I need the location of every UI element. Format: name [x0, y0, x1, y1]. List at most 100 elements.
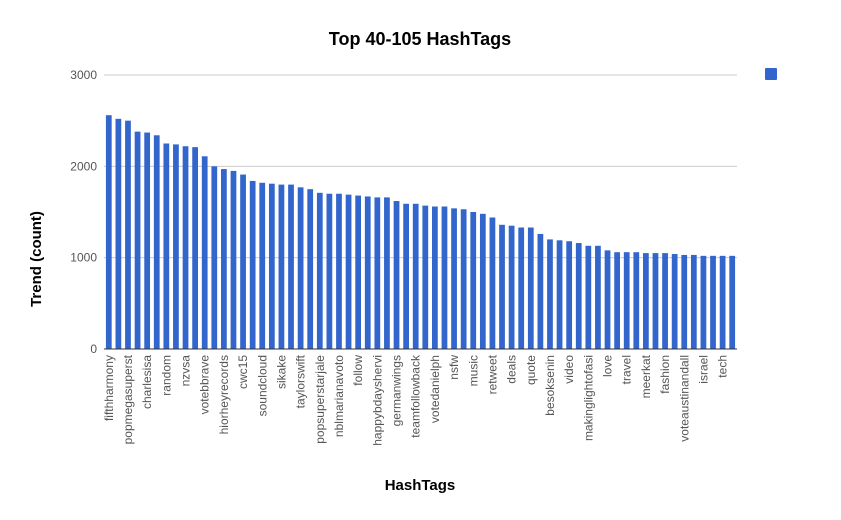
- bar: [240, 174, 246, 349]
- bar: [595, 245, 601, 349]
- bar: [700, 255, 707, 349]
- bar: [662, 253, 668, 349]
- x-axis-title: HashTags: [385, 477, 456, 494]
- x-category-label: taylorswift: [294, 354, 308, 408]
- x-category-label: music: [466, 355, 480, 386]
- bar: [690, 254, 697, 349]
- bar: [547, 239, 553, 349]
- bar: [336, 193, 342, 349]
- bar: [508, 225, 515, 349]
- bar: [681, 254, 688, 349]
- bar: [556, 240, 563, 349]
- bar: [125, 120, 131, 349]
- x-category-label: popsuperstarjale: [313, 355, 327, 444]
- bar: [115, 118, 122, 349]
- x-category-label: popmegasuperst: [121, 354, 135, 444]
- bar: [537, 233, 544, 349]
- bar: [623, 252, 630, 349]
- x-category-label: quote: [524, 355, 538, 385]
- x-category-label: cwc15: [236, 355, 250, 389]
- bar: [182, 146, 189, 349]
- bar: [652, 253, 659, 349]
- y-axis-title: Trend (count): [28, 211, 45, 307]
- x-category-label: travel: [620, 355, 634, 384]
- bar: [470, 212, 477, 349]
- x-category-label: votebbrave: [198, 355, 212, 415]
- bar: [518, 227, 525, 349]
- x-category-label: sikake: [274, 355, 288, 389]
- x-category-label: random: [159, 355, 173, 396]
- bar: [355, 195, 362, 349]
- bar: [422, 205, 429, 349]
- y-axis-ticks: 0 1000 2000 3000: [70, 68, 97, 356]
- bar: [403, 203, 409, 349]
- bar: [163, 143, 170, 349]
- bar: [412, 203, 419, 349]
- bar: [643, 253, 649, 349]
- bar: [364, 196, 371, 349]
- bar: [575, 243, 582, 349]
- x-category-label: love: [601, 355, 615, 377]
- bar: [460, 209, 467, 349]
- x-category-label: video: [562, 355, 576, 384]
- bar: [211, 166, 218, 349]
- y-tick-label: 1000: [70, 251, 97, 265]
- bar: [192, 147, 198, 349]
- x-category-label: retweet: [485, 354, 499, 394]
- x-category-label: follow: [351, 355, 365, 386]
- bar: [585, 245, 592, 349]
- y-tick-label: 2000: [70, 159, 97, 173]
- bar: [345, 194, 352, 349]
- x-category-label: tech: [716, 355, 730, 378]
- x-category-label: charlesisa: [140, 355, 154, 409]
- bar: [249, 180, 256, 349]
- bar: [729, 255, 736, 349]
- bar: [173, 144, 179, 349]
- bar: [230, 170, 237, 349]
- bar: [374, 197, 381, 349]
- x-category-label: voteaustinandall: [677, 355, 691, 442]
- x-category-label: meerkat: [639, 354, 653, 398]
- chart-title: Top 40-105 HashTags: [329, 29, 511, 49]
- bar: [566, 241, 573, 349]
- bar: [384, 197, 390, 349]
- bar: [710, 255, 716, 349]
- bar: [499, 224, 505, 349]
- bars: [105, 115, 736, 349]
- x-category-label: hiorheyrecords: [217, 355, 231, 434]
- x-category-label: nsfw: [447, 355, 461, 380]
- x-category-label: deals: [505, 355, 519, 384]
- bar: [719, 255, 726, 349]
- bar: [201, 156, 208, 349]
- bar: [671, 254, 678, 349]
- bar: [604, 250, 611, 349]
- bar: [297, 187, 304, 349]
- x-category-label: happybdayshervi: [370, 355, 384, 446]
- x-category-label: soundcloud: [255, 355, 269, 416]
- gridlines: [104, 74, 737, 259]
- bar: [441, 206, 448, 349]
- bar: [268, 183, 275, 349]
- bar: [393, 201, 400, 349]
- bar: [278, 184, 285, 349]
- x-category-label: besoksenin: [543, 355, 557, 416]
- bar: [432, 206, 438, 349]
- bar: [134, 131, 141, 349]
- x-axis-categories: fifthharmony popmegasuperst charlesisa rand…: [102, 354, 730, 446]
- bar: [221, 169, 227, 349]
- x-category-label: makinglightofasi: [581, 355, 595, 441]
- x-category-label: nblmarianavoto: [332, 355, 346, 437]
- bar: [316, 192, 323, 349]
- bar: [153, 135, 160, 349]
- bar: [105, 115, 112, 349]
- x-category-label: fashion: [658, 355, 672, 394]
- bar: [479, 213, 486, 349]
- x-category-label: israel: [696, 355, 710, 384]
- x-category-label: germanwings: [390, 355, 404, 426]
- y-tick-label: 0: [90, 342, 97, 356]
- x-category-label: fifthharmony: [102, 355, 116, 421]
- y-tick-label: 3000: [70, 68, 97, 82]
- x-category-label: votedanielph: [428, 355, 442, 423]
- x-category-label: teamfollowback: [409, 354, 423, 438]
